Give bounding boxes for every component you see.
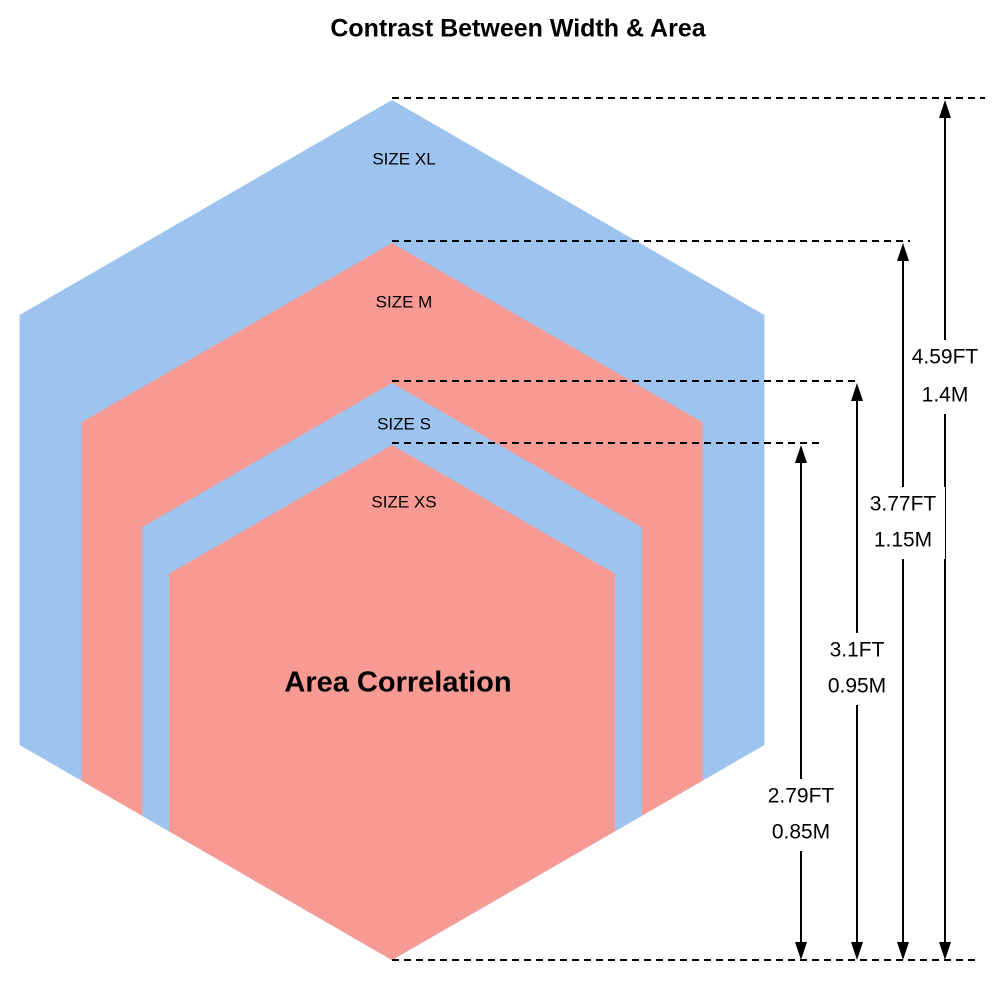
title: Contrast Between Width & Area	[330, 15, 706, 43]
meter-label: 1.15M	[874, 529, 932, 552]
label-bg	[861, 487, 945, 559]
size-label: SIZE S	[377, 414, 431, 433]
arrow-head	[795, 445, 807, 463]
feet-label: 4.59FT	[912, 346, 979, 369]
meter-label: 1.4M	[922, 384, 969, 407]
meter-label: 0.85M	[772, 821, 830, 844]
dimensions: 4.59FT 1.4M 3.77FT 1.15M 3.1FT 0.95M 2.79FT 0.8…	[392, 97, 987, 960]
feet-label: 3.77FT	[870, 493, 937, 516]
arrow-head	[851, 383, 863, 401]
center-label: Area Correlation	[284, 667, 511, 699]
feet-label: 3.1FT	[830, 639, 885, 662]
hexagons: SIZE XL SIZE M SIZE S SIZE XS	[19, 100, 765, 960]
label-bg	[903, 340, 987, 414]
arrow-head	[795, 942, 807, 960]
size-label: SIZE XS	[371, 492, 436, 511]
meter-label: 0.95M	[828, 675, 886, 698]
arrow-head	[897, 942, 909, 960]
arrow-head	[939, 100, 951, 118]
feet-label: 2.79FT	[768, 785, 835, 808]
label-bg	[759, 779, 843, 851]
size-label: SIZE M	[376, 292, 433, 311]
arrow-head	[897, 243, 909, 261]
hexagon	[168, 445, 616, 960]
label-bg	[815, 633, 899, 705]
arrow-head	[851, 942, 863, 960]
arrow-head	[939, 942, 951, 960]
size-label: SIZE XL	[372, 149, 435, 168]
